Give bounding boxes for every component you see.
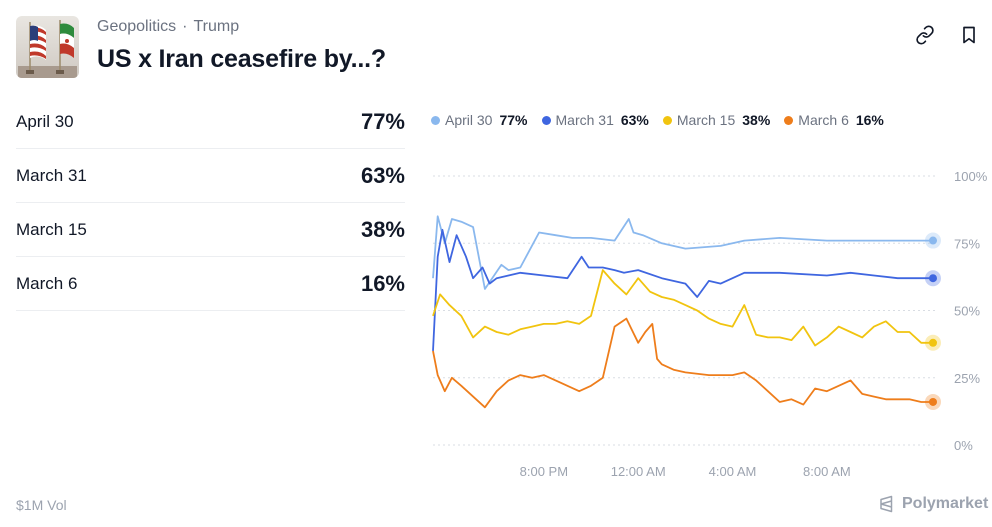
legend-dot (662, 115, 672, 125)
legend-series-value: 38% (742, 112, 771, 128)
outcome-probability: 16% (360, 270, 405, 296)
outcome-name: March 31 (16, 165, 87, 185)
breadcrumb: Geopolitics · Trump (97, 18, 239, 36)
series-end-point (929, 397, 937, 406)
series-end-point (929, 274, 937, 283)
outcome-name: April 30 (16, 111, 74, 131)
y-tick-label: 50% (954, 304, 980, 319)
breadcrumb-tag[interactable]: Trump (193, 18, 240, 35)
breadcrumb-category[interactable]: Geopolitics (97, 18, 177, 35)
legend-dot (541, 115, 551, 125)
bookmark-icon (963, 26, 975, 44)
legend-item: March 6 16% (784, 112, 884, 128)
legend-series-name: March 15 (676, 112, 736, 128)
series-line (432, 228, 933, 351)
outcome-probability: 77% (360, 108, 405, 134)
outcome-row[interactable]: April 30 77% (16, 95, 405, 149)
copy-link-button[interactable] (914, 24, 936, 46)
outcome-row[interactable]: March 6 16% (16, 257, 405, 311)
legend-series-name: March 6 (798, 112, 849, 128)
legend-item: March 31 63% (541, 112, 649, 128)
polymarket-logo-icon (880, 495, 893, 513)
outcome-name: March 15 (16, 219, 87, 239)
outcome-name: March 6 (16, 273, 78, 293)
volume-label: $1M Vol (16, 497, 67, 513)
chart-legend: April 30 77% March 31 63% March 15 38% M… (431, 112, 884, 128)
y-tick-label: 25% (954, 371, 980, 386)
legend-series-name: March 31 (555, 112, 614, 128)
brand-name: Polymarket (902, 495, 989, 512)
outcome-list: April 30 77% March 31 63% March 15 38% M… (16, 95, 405, 311)
legend-dot (784, 115, 794, 125)
y-tick-label: 100% (954, 169, 988, 184)
legend-series-value: 63% (620, 112, 649, 128)
legend-series-name: April 30 (445, 112, 493, 128)
legend-dot (431, 115, 440, 125)
market-thumbnail (16, 16, 79, 78)
y-tick-label: 75% (954, 236, 980, 251)
legend-item: April 30 77% (431, 112, 528, 128)
outcome-row[interactable]: March 31 63% (16, 149, 405, 203)
series-end-point (929, 338, 937, 347)
bookmark-button[interactable] (958, 24, 980, 46)
outcome-row[interactable]: March 15 38% (16, 203, 405, 257)
legend-series-value: 77% (499, 112, 528, 128)
y-tick-label: 0% (954, 438, 973, 453)
brand-logo[interactable]: Polymarket (878, 495, 988, 513)
x-tick-label: 8:00 AM (803, 464, 851, 479)
series-line (432, 269, 933, 347)
series-end-point (929, 236, 937, 245)
series-line (432, 317, 933, 409)
x-tick-label: 4:00 AM (709, 464, 757, 479)
x-tick-label: 12:00 AM (611, 464, 666, 479)
outcome-probability: 38% (360, 216, 405, 242)
page-title: US x Iran ceasefire by...? (97, 45, 386, 73)
series-line (432, 215, 933, 290)
legend-series-value: 16% (855, 112, 884, 128)
outcome-probability: 63% (360, 162, 405, 188)
link-icon (916, 25, 934, 45)
x-tick-label: 8:00 PM (520, 464, 568, 479)
legend-item: March 15 38% (662, 112, 771, 128)
breadcrumb-separator: · (182, 18, 188, 35)
